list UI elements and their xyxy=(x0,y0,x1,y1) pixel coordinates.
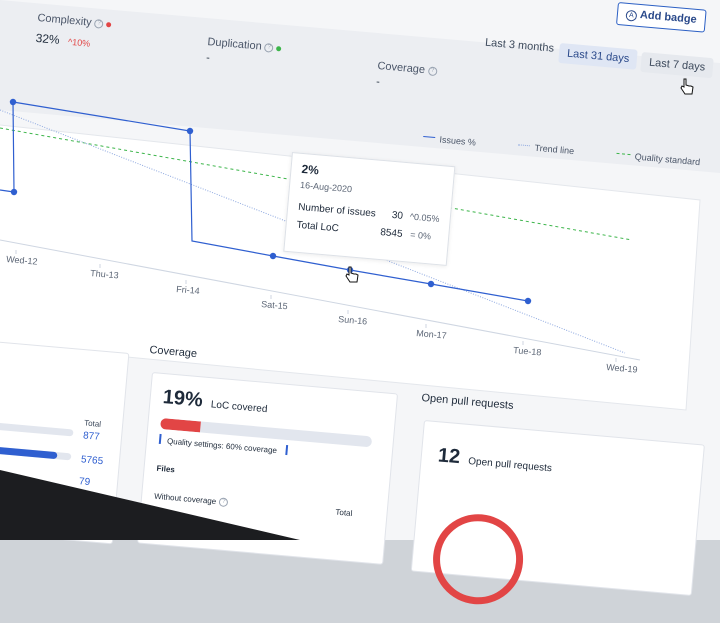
legend-trend-swatch xyxy=(518,144,531,147)
pr-donut-chart xyxy=(429,510,527,608)
issues-point[interactable] xyxy=(269,252,277,260)
tooltip-value: 30 xyxy=(391,209,404,222)
tooltip-title: 2% xyxy=(300,161,320,178)
hand-cursor-icon xyxy=(680,78,694,95)
left-bar-1 xyxy=(0,420,74,437)
quality-setting-text: Quality settings: 60% coverage xyxy=(166,436,278,456)
legend-standard: Quality standard xyxy=(634,151,701,168)
issues-point[interactable] xyxy=(524,297,532,305)
screen: Complexity? 32% ^10% Duplication? - Cove… xyxy=(0,0,720,608)
coverage-progress-fill xyxy=(160,417,202,433)
open-pr-card: 12 Open pull requests xyxy=(410,420,705,608)
x-tick-label: Thu-13 xyxy=(90,268,119,280)
tooltip-label: Total LoC xyxy=(296,219,340,235)
issues-point[interactable] xyxy=(186,127,194,135)
left-value-1: 877 xyxy=(82,430,101,443)
legend-issues-swatch xyxy=(423,136,436,139)
x-tick-label: Sat-15 xyxy=(261,299,288,311)
x-tick-label: Fri-14 xyxy=(176,284,200,296)
issues-point[interactable] xyxy=(10,188,18,196)
pr-count: 12 xyxy=(437,444,462,469)
x-axis xyxy=(0,239,641,361)
tooltip-label: Number of issues xyxy=(297,201,377,220)
monitor-bezel xyxy=(0,470,300,540)
coverage-percent: 19% xyxy=(161,386,204,412)
left-total-label: Total xyxy=(83,418,102,429)
x-tick-label: Wed-19 xyxy=(606,362,638,375)
tooltip-value: 8545 xyxy=(379,227,403,240)
x-tick-label: Mon-17 xyxy=(416,328,447,341)
x-tick-label: Sun-16 xyxy=(338,314,368,326)
legend-standard-swatch xyxy=(616,153,631,156)
quality-threshold-marker xyxy=(285,444,289,456)
issues-point[interactable] xyxy=(427,280,435,288)
tooltip-delta: = 0% xyxy=(409,229,432,242)
x-tick-label: Wed-12 xyxy=(6,254,38,267)
coverage-loc-label: LoC covered xyxy=(210,399,268,416)
issues-line xyxy=(0,101,529,302)
coverage-total-label: Total xyxy=(335,507,353,518)
issues-point[interactable] xyxy=(9,98,17,106)
legend-trend: Trend line xyxy=(534,142,575,157)
pr-count-label: Open pull requests xyxy=(467,456,553,475)
tooltip-delta: ^0.05% xyxy=(409,211,440,225)
hand-cursor-icon xyxy=(345,266,359,283)
x-tick-label: Tue-18 xyxy=(513,345,542,357)
quality-marker-start xyxy=(158,433,162,445)
chart-tooltip: 2% 16-Aug-2020 Number of issues 30 ^0.05… xyxy=(283,152,456,266)
tooltip-date: 16-Aug-2020 xyxy=(299,179,353,195)
legend-issues: Issues % xyxy=(439,134,477,148)
left-bar-2 xyxy=(0,444,72,461)
